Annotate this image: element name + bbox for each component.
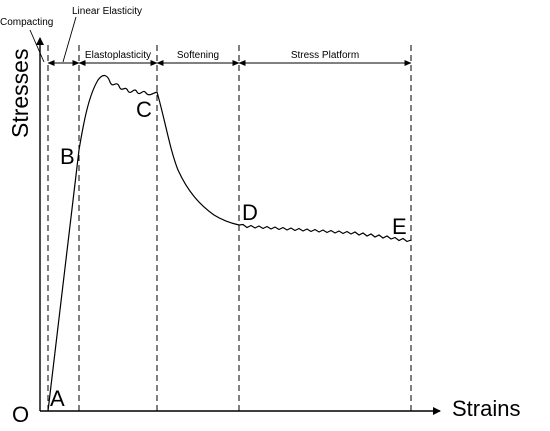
label-stress-platform: Stress Platform bbox=[291, 50, 359, 61]
point-label-d: D bbox=[242, 200, 258, 225]
label-elastoplasticity: Elastoplasticity bbox=[85, 50, 151, 61]
origin-label: O bbox=[12, 402, 29, 426]
point-label-a: A bbox=[50, 386, 65, 411]
point-label-b: B bbox=[60, 144, 75, 169]
linear-elasticity-leader bbox=[62, 16, 77, 63]
label-softening: Softening bbox=[177, 50, 219, 61]
label-linear-elasticity: Linear Elasticity bbox=[72, 6, 142, 17]
stage-boundaries bbox=[47, 45, 412, 411]
x-axis-label: Strains bbox=[452, 396, 520, 421]
stress-strain-curve bbox=[47, 74, 412, 412]
point-label-e: E bbox=[392, 214, 407, 239]
point-label-c: C bbox=[136, 97, 152, 122]
compacting-leader bbox=[29, 29, 45, 63]
y-axis-label: Stresses bbox=[7, 49, 33, 138]
label-compacting: Compacting bbox=[0, 17, 53, 28]
